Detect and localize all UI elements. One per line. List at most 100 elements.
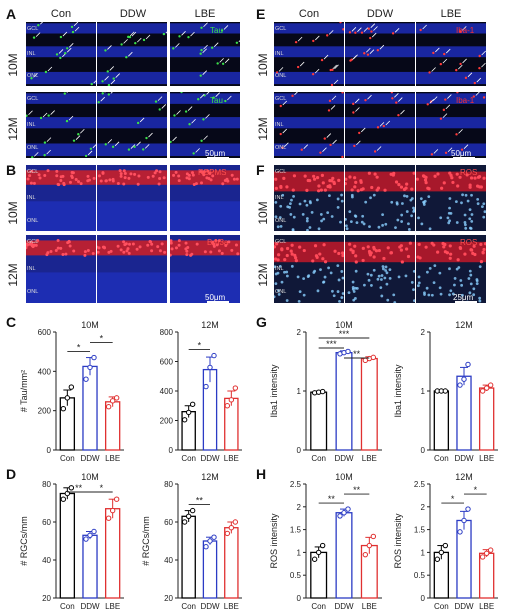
y-tick-label: 2.5 — [290, 480, 302, 489]
tile-iba1-10m-lbe — [416, 22, 486, 86]
bar-lbe — [478, 387, 495, 451]
tile-rbpms-10m-con — [26, 165, 96, 231]
layer-label-onl: ONL — [27, 217, 39, 224]
tile-iba1-12m-ddw — [345, 92, 415, 158]
y-tick-label: 1 — [421, 387, 426, 396]
data-point — [228, 397, 235, 403]
x-tick-label: LBE — [362, 454, 377, 463]
chart-ylabel: # RGCs/mm — [141, 516, 151, 566]
chart-title: 12M — [455, 472, 473, 482]
data-point — [337, 513, 343, 519]
y-tick-label: 600 — [38, 328, 52, 337]
sig-label: *** — [326, 339, 337, 349]
tile-iba1-10m-ddw — [345, 22, 415, 86]
y-tick-label: 1 — [421, 548, 426, 557]
y-tick-label: 2 — [421, 328, 426, 337]
data-point — [185, 513, 192, 519]
y-tick-label: 2 — [297, 503, 302, 512]
y-tick-label: 20 — [42, 594, 51, 603]
y-tick-label: 20 — [164, 594, 173, 603]
y-tick-label: 80 — [164, 480, 173, 489]
panel-letter-b: B — [6, 162, 17, 178]
layer-label-inl: INL — [27, 194, 36, 201]
y-tick-label: 0 — [421, 594, 426, 603]
tile-tau-10m-lbe — [170, 22, 240, 86]
tile-ros-12m-ddw — [345, 235, 415, 303]
chart-title: 10M — [335, 472, 353, 482]
col-header-con-right: Con — [298, 8, 320, 20]
panel-letter-g: G — [256, 314, 267, 330]
x-tick-label: DDW — [334, 602, 354, 611]
y-tick-label: 800 — [160, 328, 174, 337]
x-tick-label: Con — [60, 454, 75, 463]
row-label-a-10m: 10M — [6, 53, 20, 77]
chart-title: 12M — [201, 472, 219, 482]
x-tick-label: LBE — [224, 602, 239, 611]
layer-label-onl: ONL — [275, 73, 287, 80]
x-tick-label: Con — [434, 454, 449, 463]
sig-label: * — [100, 483, 104, 493]
tile-ros-10m-lbe — [416, 165, 486, 231]
data-point — [109, 507, 116, 514]
sig-label: *** — [339, 329, 350, 339]
layer-label-gcl: GCL — [275, 25, 287, 32]
data-point — [83, 536, 89, 542]
data-point — [181, 519, 188, 525]
y-tick-label: 400 — [160, 387, 174, 396]
y-tick-label: 0 — [297, 446, 302, 455]
data-point — [479, 388, 486, 394]
data-point — [181, 417, 188, 423]
col-header-lbe-right: LBE — [440, 8, 462, 20]
x-tick-label: Con — [434, 602, 449, 611]
row-label-f-12m: 12M — [256, 263, 270, 287]
tile-brn3a-12m-lbe — [170, 235, 240, 303]
y-tick-label: 600 — [160, 358, 174, 367]
data-point — [345, 348, 351, 355]
data-point — [228, 525, 235, 531]
data-point — [442, 542, 449, 549]
chart-tau-10m: 10M # Tau/mm² 0 200 400 600 Con DDW LBE * * — [19, 320, 124, 463]
x-tick-label: DDW — [334, 454, 354, 463]
data-point — [487, 547, 494, 553]
marker-label-rbpms: RBPMS — [198, 168, 227, 177]
data-point — [224, 530, 231, 537]
layer-label-gcl: GCL — [27, 168, 39, 175]
x-tick-label: DDW — [454, 602, 474, 611]
bar-ddw — [335, 352, 353, 451]
y-tick-label: 80 — [42, 480, 51, 489]
scalebar-line — [207, 301, 229, 303]
chart-title: 12M — [201, 320, 219, 330]
layer-label-inl: INL — [275, 50, 284, 57]
layer-label-gcl: GCL — [275, 168, 287, 175]
layer-label-gcl: GCL — [27, 95, 39, 102]
y-tick-label: 40 — [42, 556, 51, 565]
data-point — [479, 554, 486, 560]
tile-tau-12m-ddw — [97, 92, 167, 158]
y-tick-label: 0.5 — [290, 571, 302, 580]
tile-brn3a-12m-con — [26, 235, 96, 303]
y-tick-label: 40 — [164, 556, 173, 565]
chart-ros-10m: 10M ROS intensity 0 0.5 1 1.5 2 2.5 Con DDW LBE ** *… — [269, 472, 382, 611]
panel-letter-h: H — [256, 466, 267, 482]
chart-title: 10M — [335, 320, 353, 330]
y-tick-label: 60 — [42, 518, 51, 527]
x-tick-label: LBE — [105, 602, 120, 611]
data-point — [203, 544, 209, 550]
chart-title: 10M — [81, 320, 99, 330]
col-header-con-left: Con — [50, 8, 72, 20]
data-point — [68, 485, 75, 491]
data-point — [483, 550, 490, 557]
tile-iba1-12m-con — [274, 92, 344, 158]
x-tick-label: DDW — [200, 602, 220, 611]
scalebar-line — [207, 157, 229, 159]
data-point — [189, 401, 196, 407]
bar-lbe — [224, 527, 239, 599]
scalebar-f: 25μm — [453, 293, 474, 302]
layer-label-inl: INL — [27, 121, 36, 128]
tile-ros-12m-lbe — [416, 235, 486, 303]
row-label-e-12m: 12M — [256, 117, 270, 141]
layer-label-onl: ONL — [275, 144, 287, 151]
sig-label: * — [100, 334, 104, 344]
data-point — [487, 382, 494, 388]
chart-ylabel: # Tau/mm² — [19, 370, 29, 412]
